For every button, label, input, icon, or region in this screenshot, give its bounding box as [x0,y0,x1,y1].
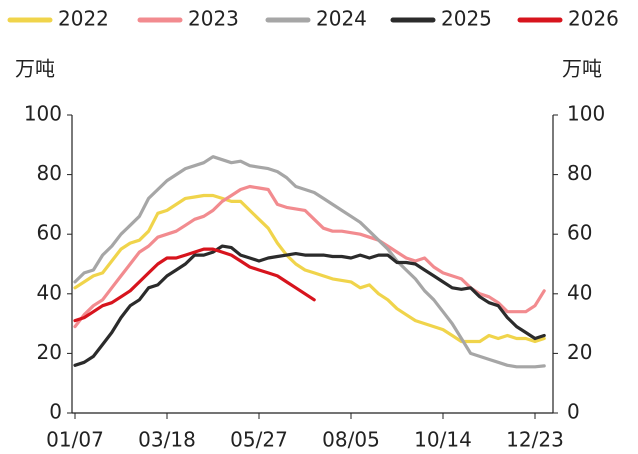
y2-tick-label: 40 [567,280,592,304]
legend-label: 2022 [58,7,109,31]
y-tick-label: 60 [37,221,62,245]
legend-label: 2023 [188,7,239,31]
y2-tick-label: 60 [567,221,592,245]
series-line [73,244,546,367]
series-line [73,184,546,329]
y-tick-label: 100 [24,102,62,126]
series-line [73,193,546,344]
x-tick-label: 10/14 [414,428,472,452]
y-tick-label: 0 [49,400,62,424]
legend-label: 2025 [441,7,492,31]
series-line [73,247,316,323]
y2-axis-label: 万吨 [562,57,602,81]
y2-tick-label: 100 [567,102,605,126]
legend-label: 2026 [568,7,619,31]
x-tick-label: 12/23 [506,428,564,452]
y2-tick-label: 20 [567,340,592,364]
series-line [73,155,546,369]
x-tick-label: 01/07 [46,428,104,452]
y-axis-label: 万吨 [15,57,55,81]
y2-tick-label: 0 [567,400,580,424]
x-tick-label: 05/27 [230,428,288,452]
y-tick-label: 80 [37,161,62,185]
x-tick-label: 03/18 [138,428,196,452]
y-tick-label: 40 [37,280,62,304]
x-tick-label: 08/05 [322,428,380,452]
y2-tick-label: 80 [567,161,592,185]
y-tick-label: 20 [37,340,62,364]
legend-label: 2024 [316,7,367,31]
